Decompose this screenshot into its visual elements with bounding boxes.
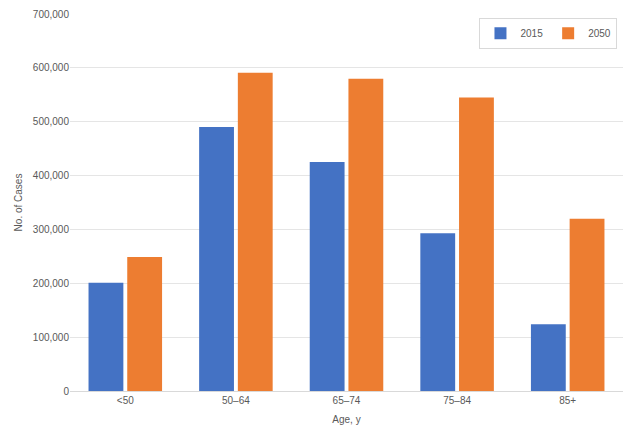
svg-text:75–84: 75–84: [443, 395, 471, 406]
svg-text:200,000: 200,000: [33, 278, 70, 289]
svg-text:0: 0: [63, 386, 69, 397]
svg-text:2050: 2050: [588, 28, 611, 39]
svg-text:500,000: 500,000: [33, 116, 70, 127]
svg-text:65–74: 65–74: [333, 395, 361, 406]
svg-text:2015: 2015: [520, 28, 543, 39]
svg-text:700,000: 700,000: [33, 9, 70, 20]
svg-text:Age, y: Age, y: [332, 414, 360, 425]
svg-text:300,000: 300,000: [33, 224, 70, 235]
svg-text:<50: <50: [117, 395, 134, 406]
svg-text:85+: 85+: [559, 395, 576, 406]
svg-text:No. of Cases: No. of Cases: [13, 174, 24, 232]
svg-text:50–64: 50–64: [222, 395, 250, 406]
svg-text:100,000: 100,000: [33, 332, 70, 343]
svg-text:400,000: 400,000: [33, 170, 70, 181]
svg-text:600,000: 600,000: [33, 62, 70, 73]
